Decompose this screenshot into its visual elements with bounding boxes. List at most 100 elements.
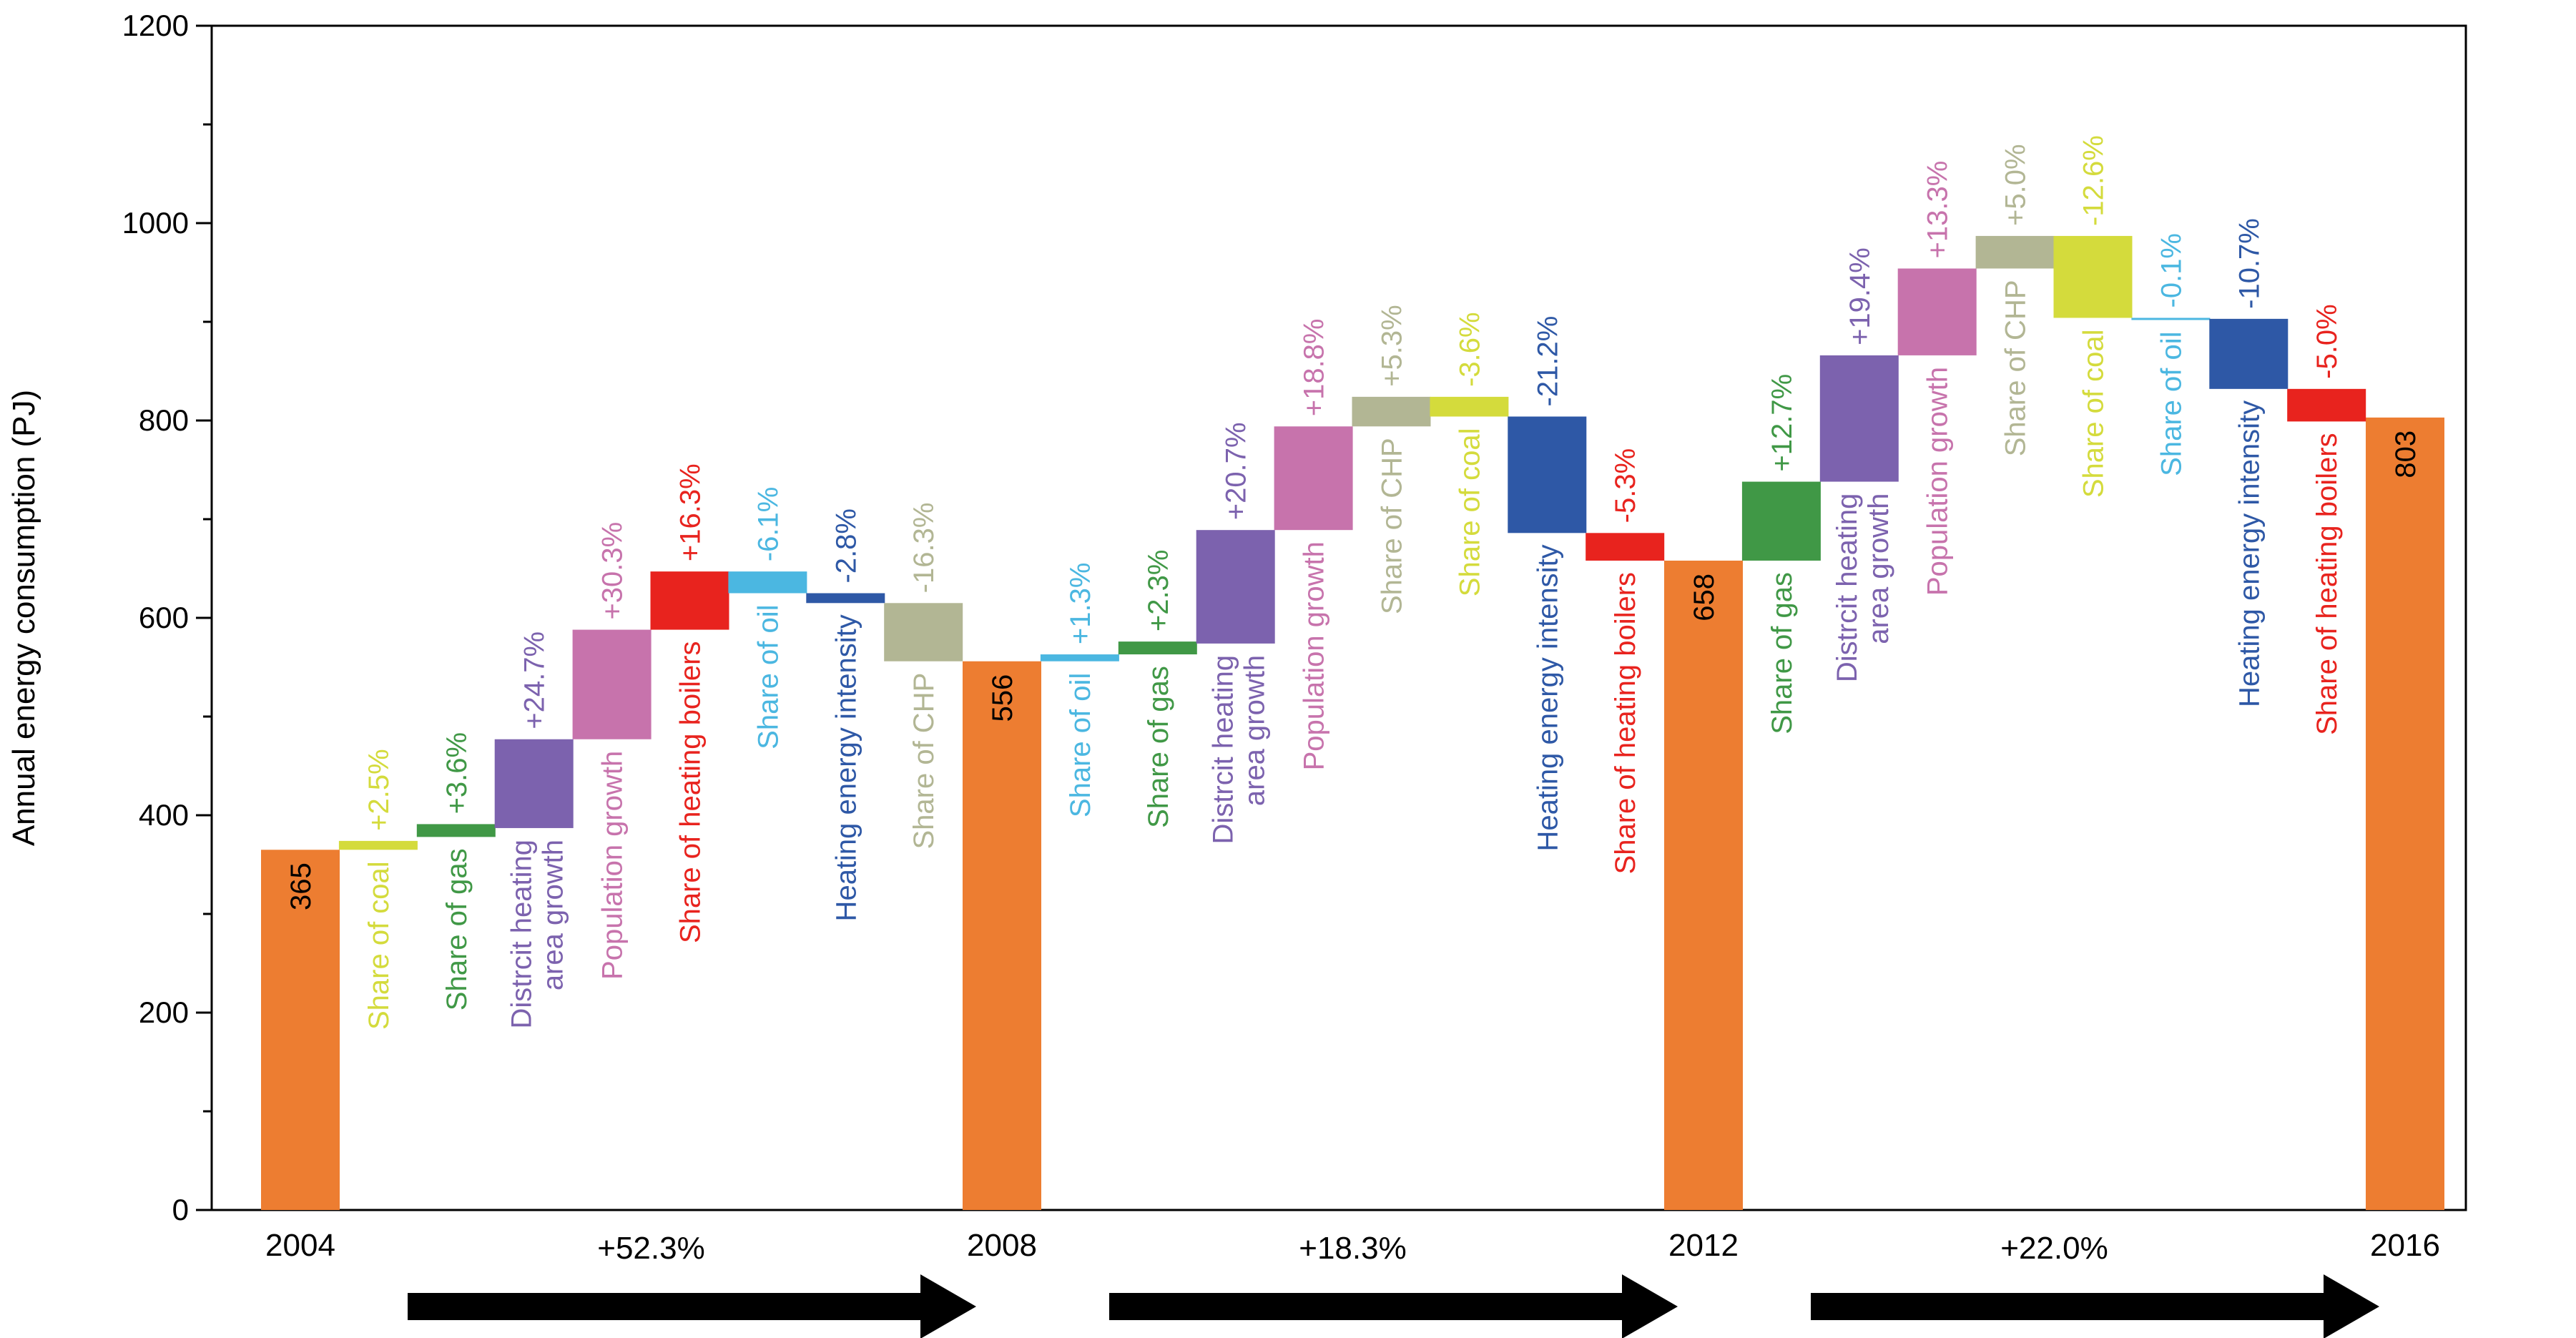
total-bar-2012: [1664, 560, 1743, 1210]
factor-bar: [338, 840, 418, 850]
factor-bar: [494, 739, 574, 828]
total-value-label: 556: [987, 674, 1018, 722]
x-tick-label-2016: 2016: [2370, 1228, 2440, 1263]
factor-name-label: Population growth: [1922, 367, 1954, 596]
factor-pct-label: +19.4%: [1844, 247, 1876, 345]
plot-border: [210, 24, 2467, 1211]
factor-bar: [2209, 318, 2289, 389]
factor-pct-label: +5.3%: [1377, 305, 1408, 387]
factor-name-label: Population growth: [597, 751, 629, 980]
factor-pct-label: -0.1%: [2155, 233, 2187, 308]
factor-pct-label: +2.3%: [1143, 550, 1174, 632]
factor-pct-label: +5.0%: [2000, 144, 2032, 226]
y-tick-label: 1200: [122, 9, 189, 42]
factor-pct-label: +3.6%: [441, 732, 473, 815]
factor-name-label: Share of gas: [1143, 666, 1174, 828]
factor-bar: [728, 571, 807, 594]
factor-bar: [1586, 533, 1665, 561]
factor-name-label: Distrcit heatingarea growth: [1208, 655, 1271, 845]
total-value-label: 658: [1688, 574, 1720, 621]
period-annotations: +52.3% +18.3% +22.0%: [408, 1231, 2379, 1338]
y-axis-title: Annual energy consumption (PJ): [6, 390, 41, 846]
factor-bar: [2131, 318, 2211, 320]
factor-bar: [650, 571, 729, 630]
factor-name-label: Share of heating boilers: [1610, 572, 1641, 874]
y-tick-label: 0: [172, 1193, 189, 1226]
factor-pct-label: -21.2%: [1532, 316, 1563, 407]
total-bar-2016: [2366, 417, 2444, 1210]
factor-bar: [2053, 235, 2133, 318]
factor-pct-label: -3.6%: [1454, 312, 1485, 387]
total-bar-2004: [261, 850, 340, 1210]
factor-pct-label: +12.7%: [1766, 374, 1798, 472]
factor-pct-label: +13.3%: [1922, 161, 1954, 259]
factor-name-label: Share of oil: [752, 605, 784, 749]
factor-name-label: Share of oil: [1065, 673, 1096, 817]
period-arrow: [1811, 1274, 2379, 1338]
factor-name-label: Share of heating boilers: [2311, 433, 2343, 735]
factor-name-label: Heating energy intensity: [830, 614, 862, 921]
total-bar-2008: [963, 661, 1041, 1210]
x-tick-label-2012: 2012: [1668, 1228, 1739, 1263]
factor-bar: [1508, 416, 1587, 533]
y-tick-label: 200: [139, 995, 189, 1029]
y-tick-label: 400: [139, 798, 189, 832]
factor-pct-label: +30.3%: [597, 522, 629, 620]
period-change-label: +52.3%: [597, 1231, 704, 1266]
factor-name-label: Share of coal: [363, 861, 395, 1030]
factor-pct-label: -5.3%: [1610, 448, 1641, 523]
factor-name-label: Heating energy intensity: [1532, 544, 1563, 851]
factor-bar: [1274, 426, 1353, 531]
factor-bar: [1040, 654, 1119, 661]
factor-bar: [1819, 355, 1899, 482]
factor-name-label: Share of CHP: [2000, 280, 2032, 456]
factor-pct-label: +20.7%: [1221, 422, 1252, 520]
factor-bar: [416, 824, 496, 837]
bar-labels: 365 2004 556 2008 658 2012 803 2016 +2.5% Share o…: [265, 135, 2440, 1263]
period-arrow: [408, 1274, 976, 1338]
x-tick-label-2008: 2008: [967, 1228, 1037, 1263]
factor-name-label: Share of gas: [1766, 572, 1798, 734]
period-arrow: [1109, 1274, 1678, 1338]
plot-frame: [210, 24, 2467, 1211]
period-change-label: +22.0%: [2000, 1231, 2108, 1266]
factor-bar: [2287, 388, 2366, 422]
factor-pct-label: +24.7%: [519, 631, 551, 729]
total-value-label: 803: [2390, 431, 2422, 478]
factor-pct-label: -16.3%: [908, 503, 940, 594]
factor-bar: [572, 629, 652, 739]
total-value-label: 365: [285, 862, 317, 910]
y-tick-label: 600: [139, 601, 189, 634]
factor-name-label: Heating energy intensity: [2233, 400, 2265, 707]
factor-bar: [1352, 396, 1431, 427]
factor-bar: [1975, 235, 2055, 269]
factor-pct-label: +1.3%: [1065, 563, 1096, 645]
factor-name-label: Share of coal: [2078, 329, 2110, 498]
factor-bar: [806, 593, 885, 604]
y-tick-label: 800: [139, 403, 189, 437]
factor-name-label: Share of CHP: [1377, 438, 1408, 614]
factor-pct-label: -10.7%: [2233, 218, 2265, 309]
y-tick-label: 1000: [122, 206, 189, 240]
factor-bar: [1118, 641, 1197, 655]
factor-name-label: Distrcit heatingarea growth: [506, 840, 569, 1029]
y-axis: 0 200 400 600 800 1000 1200 Annual energy consu…: [6, 9, 212, 1226]
x-tick-label-2004: 2004: [265, 1228, 335, 1263]
bars: [261, 235, 2444, 1210]
factor-bar: [1430, 396, 1509, 417]
factor-bar: [1196, 530, 1275, 644]
factor-pct-label: +2.5%: [363, 749, 395, 831]
factor-pct-label: +16.3%: [675, 463, 707, 561]
factor-pct-label: -6.1%: [752, 487, 784, 562]
factor-name-label: Population growth: [1299, 541, 1330, 770]
factor-bar: [884, 603, 963, 661]
factor-pct-label: -5.0%: [2311, 304, 2343, 379]
period-change-label: +18.3%: [1299, 1231, 1406, 1266]
factor-name-label: Share of heating boilers: [675, 641, 707, 944]
factor-name-label: Share of oil: [2155, 331, 2187, 476]
factor-bar: [1741, 481, 1821, 561]
factor-pct-label: -2.8%: [830, 508, 862, 584]
factor-bar: [1897, 268, 1977, 355]
factor-name-label: Distrcit heatingarea growth: [1832, 493, 1894, 683]
